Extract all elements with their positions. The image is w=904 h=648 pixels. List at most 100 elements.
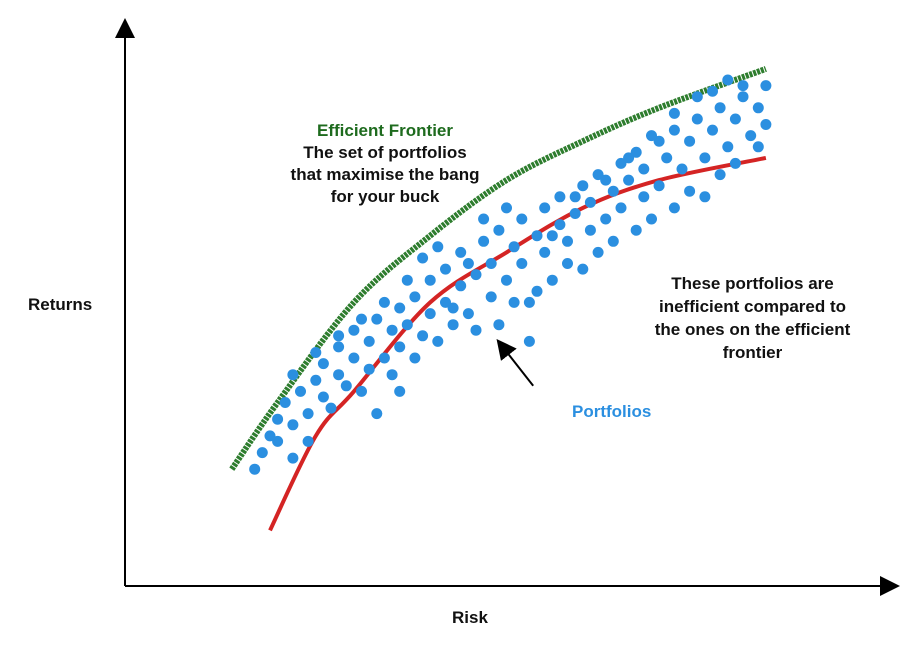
portfolio-point — [737, 91, 749, 103]
portfolio-point — [615, 202, 627, 214]
portfolio-point — [638, 191, 650, 203]
portfolio-point — [707, 85, 718, 97]
portfolio-point — [569, 208, 581, 219]
portfolio-point — [508, 296, 520, 308]
portfolio-point — [455, 280, 467, 292]
portfolio-point — [401, 319, 413, 331]
portfolio-point — [691, 91, 703, 103]
portfolio-point — [310, 374, 322, 386]
efficient-frontier-desc-line: that maximise the bang — [290, 165, 480, 184]
portfolio-point — [546, 230, 558, 242]
inefficient-note-line: These portfolios are — [671, 274, 834, 293]
portfolio-point — [440, 296, 451, 308]
portfolio-point — [470, 324, 482, 336]
portfolio-point — [333, 330, 345, 342]
portfolio-point — [401, 274, 413, 286]
portfolio-point — [668, 202, 680, 214]
portfolio-point — [760, 119, 772, 130]
portfolio-point — [279, 397, 291, 408]
portfolio-point — [333, 369, 345, 381]
portfolio-point — [600, 174, 612, 186]
efficient-frontier-desc-line: The set of portfolios — [303, 143, 467, 162]
portfolio-point — [630, 146, 642, 158]
portfolio-point — [745, 130, 757, 142]
portfolio-point — [584, 196, 596, 208]
portfolio-point — [432, 241, 444, 253]
portfolio-point — [752, 102, 764, 114]
portfolios-label: Portfolios — [572, 402, 652, 421]
y-axis-label: Returns — [28, 295, 93, 314]
efficient-frontier-curve — [229, 66, 767, 471]
inefficient-note-line: inefficient compared to — [658, 297, 847, 316]
portfolio-point — [394, 302, 406, 314]
inefficient-annotation: These portfolios are inefficient compare… — [620, 272, 885, 364]
portfolio-point — [447, 302, 459, 314]
portfolio-point — [531, 230, 543, 242]
portfolio-point — [577, 180, 589, 192]
portfolio-point — [340, 380, 352, 392]
portfolio-point — [249, 463, 261, 475]
inefficient-note-line: the ones on the efficient — [654, 320, 851, 339]
portfolio-point — [752, 141, 764, 153]
portfolio-point — [623, 174, 635, 186]
portfolio-point — [493, 319, 505, 331]
portfolio-point — [317, 391, 329, 403]
portfolio-point — [516, 258, 528, 269]
portfolio-point — [478, 213, 490, 225]
portfolio-point — [302, 435, 314, 447]
portfolio-point — [569, 191, 581, 203]
portfolio-point — [348, 324, 360, 336]
portfolio-point — [592, 169, 604, 181]
portfolio-point — [386, 369, 398, 381]
portfolio-point — [264, 430, 276, 442]
portfolio-point — [394, 341, 406, 353]
portfolio-point — [371, 313, 383, 325]
portfolio-point — [600, 213, 612, 225]
portfolio-point — [653, 180, 665, 192]
portfolio-point — [668, 124, 680, 136]
portfolio-point — [256, 447, 268, 459]
inefficient-note-line: frontier — [722, 343, 783, 362]
portfolio-point — [707, 124, 718, 136]
efficient-frontier-desc-line: for your buck — [330, 187, 440, 206]
portfolio-point — [539, 246, 551, 258]
portfolio-point — [317, 358, 329, 370]
portfolio-point — [409, 352, 421, 364]
portfolio-point — [584, 224, 596, 236]
portfolio-point — [607, 185, 619, 197]
portfolio-point — [623, 152, 635, 164]
portfolio-point — [684, 135, 696, 147]
portfolio-point — [325, 402, 337, 414]
portfolio-point — [378, 296, 390, 308]
portfolio-point — [478, 235, 490, 247]
portfolio-point — [615, 157, 627, 169]
portfolio-point — [356, 313, 367, 325]
portfolio-point — [638, 163, 650, 175]
portfolio-point — [684, 185, 696, 197]
portfolio-point — [523, 335, 535, 347]
portfolio-point — [295, 385, 306, 397]
portfolio-point — [592, 246, 604, 258]
portfolio-point — [485, 291, 497, 303]
portfolios-arrow — [496, 339, 534, 387]
portfolio-point — [607, 235, 619, 247]
portfolio-point — [501, 274, 512, 286]
portfolio-point — [409, 291, 421, 303]
efficient-frontier-title: Efficient Frontier — [316, 121, 453, 140]
portfolio-point — [424, 274, 436, 286]
portfolio-point — [356, 385, 367, 397]
portfolio-point — [310, 347, 322, 358]
portfolio-point — [760, 80, 772, 92]
portfolio-point — [562, 235, 573, 247]
portfolio-point — [302, 408, 314, 420]
portfolio-point — [653, 135, 665, 147]
portfolio-point — [516, 213, 528, 225]
portfolio-point — [699, 152, 711, 164]
portfolio-point — [508, 241, 520, 253]
portfolio-point — [470, 269, 482, 281]
portfolio-point — [462, 308, 474, 320]
portfolio-point — [371, 408, 383, 420]
portfolio-point — [661, 152, 673, 164]
portfolio-point — [287, 419, 299, 431]
portfolio-point — [646, 213, 657, 225]
